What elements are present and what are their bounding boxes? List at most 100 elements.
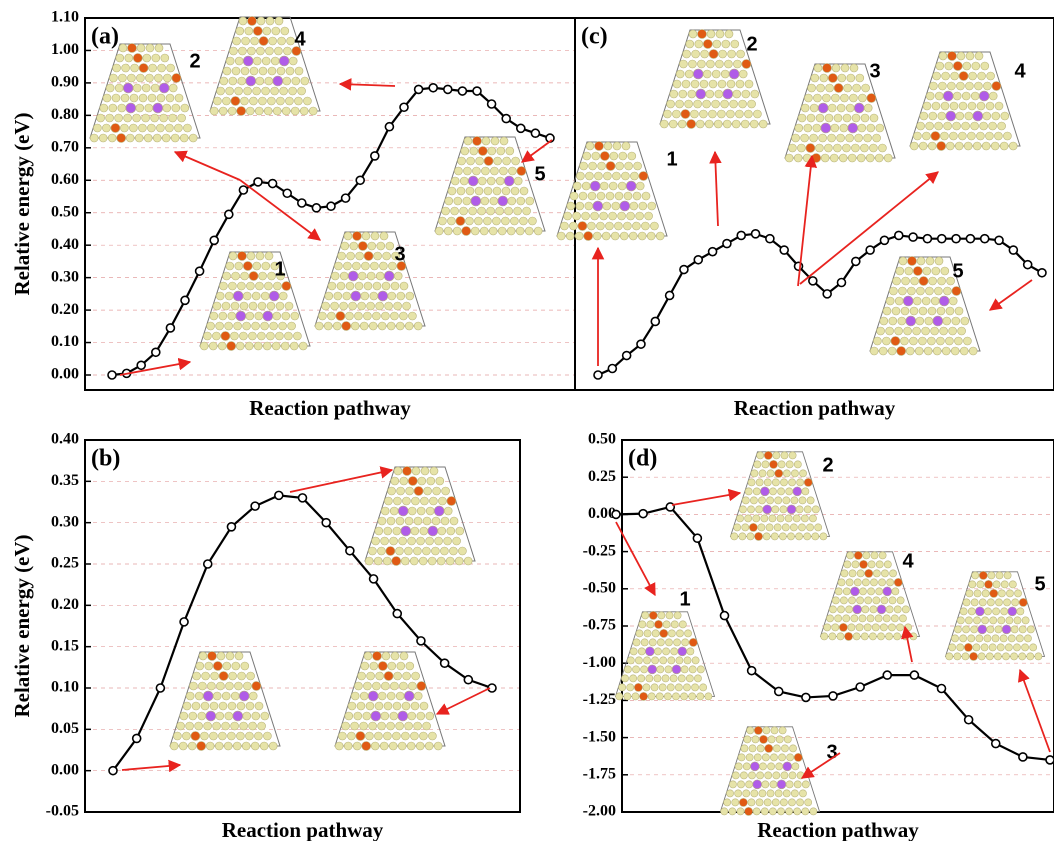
atom (514, 207, 522, 215)
atom (282, 282, 291, 291)
atom (674, 612, 681, 619)
atom (276, 302, 284, 310)
data-point (109, 767, 117, 775)
atom (665, 666, 672, 673)
atom (986, 102, 994, 110)
atom (213, 302, 221, 310)
atom (920, 112, 928, 120)
atom (873, 337, 881, 345)
atom (668, 630, 675, 637)
atom (690, 110, 698, 118)
data-point (322, 519, 330, 527)
atom (1003, 132, 1011, 140)
atom (243, 322, 251, 330)
atom (264, 107, 272, 115)
atom (162, 134, 170, 142)
atom (169, 114, 177, 122)
atom (933, 316, 943, 326)
atom (593, 201, 603, 211)
atom (396, 722, 404, 730)
atom (671, 648, 678, 655)
data-point (637, 340, 645, 348)
atom (851, 144, 859, 152)
atom (156, 124, 164, 132)
atom (262, 57, 270, 65)
atom (109, 74, 117, 82)
atom (705, 693, 712, 700)
atom (832, 624, 839, 631)
atom (856, 624, 863, 631)
atom (783, 470, 790, 477)
atom (196, 662, 204, 670)
atom (647, 621, 654, 628)
data-point (680, 266, 688, 274)
data-point (137, 361, 145, 369)
atom (246, 702, 254, 710)
atom (338, 252, 346, 260)
atom (291, 107, 299, 115)
atom (743, 763, 750, 770)
atom (834, 114, 842, 122)
atom (397, 662, 405, 670)
atom (660, 120, 668, 128)
atom (968, 102, 976, 110)
atom (714, 120, 722, 128)
atom (852, 114, 860, 122)
atom (624, 693, 631, 700)
atom (772, 479, 779, 486)
atom (450, 517, 458, 525)
atom (106, 84, 114, 92)
atom (129, 124, 137, 132)
atom (864, 134, 872, 142)
atom (786, 461, 793, 468)
atom (962, 626, 969, 633)
atom (97, 114, 105, 122)
atom (113, 64, 121, 72)
atom (397, 292, 405, 300)
atom (971, 626, 978, 633)
atom (812, 506, 819, 513)
atom (575, 232, 583, 240)
atom (665, 639, 672, 646)
atom (949, 327, 957, 335)
atom (399, 312, 407, 320)
atom (281, 27, 289, 35)
atom (853, 633, 860, 640)
atom (354, 712, 362, 720)
atom (697, 666, 704, 673)
atom (647, 232, 655, 240)
x-axis-label: Reaction pathway (734, 396, 896, 420)
atom (623, 222, 631, 230)
atom (721, 100, 729, 108)
atom (968, 635, 975, 642)
atom (923, 267, 931, 275)
atom (837, 606, 844, 613)
atom (679, 621, 686, 628)
arrow (340, 84, 395, 86)
atom (391, 652, 399, 660)
atom (804, 533, 811, 540)
atom (786, 488, 793, 495)
atom (820, 74, 828, 82)
atom (761, 808, 768, 815)
atom (438, 497, 446, 505)
atom (853, 605, 862, 614)
atom (236, 342, 244, 350)
atom (480, 227, 488, 235)
atom (737, 781, 744, 788)
atom (807, 497, 814, 504)
atom (646, 675, 653, 682)
atom (941, 267, 949, 275)
atom (618, 182, 626, 190)
atom (767, 470, 774, 477)
atom (116, 54, 124, 62)
atom (781, 745, 788, 752)
atom (266, 332, 274, 340)
atom (821, 123, 831, 133)
atom (436, 477, 444, 485)
atom (884, 154, 892, 162)
atom (382, 652, 390, 660)
atom (381, 537, 389, 545)
atom (372, 312, 380, 320)
atom (426, 507, 434, 515)
